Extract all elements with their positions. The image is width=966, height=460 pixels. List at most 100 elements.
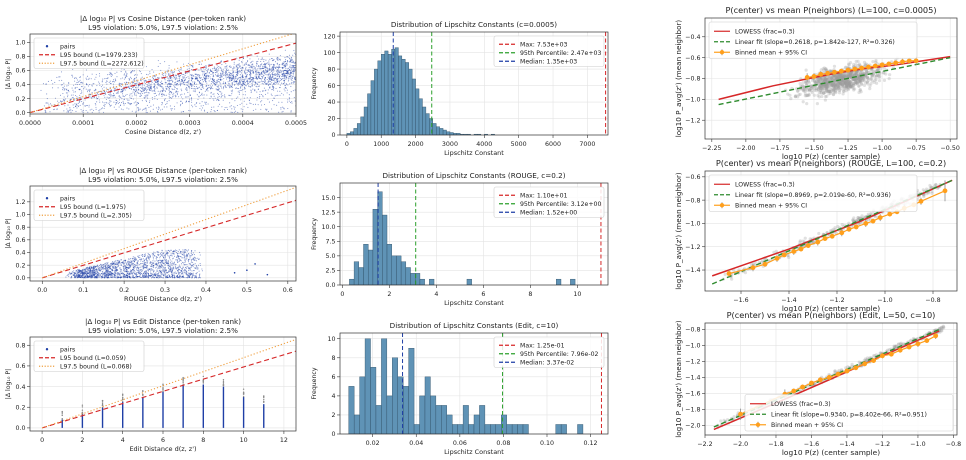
scatter-point (94, 274, 96, 276)
x-tick-label: 5000 (511, 141, 527, 148)
scatter-point (817, 95, 821, 99)
scatter-point (189, 269, 191, 271)
scatter-point (88, 77, 90, 79)
scatter-point (206, 94, 208, 96)
scatter-point (98, 91, 100, 93)
scatter-point (294, 81, 296, 83)
scatter-point (205, 66, 207, 68)
scatter-point (89, 109, 91, 111)
scatter-point (824, 67, 828, 71)
scatter-point (812, 79, 817, 83)
scatter-point (819, 68, 823, 72)
scatter-point (271, 76, 273, 78)
scatter-point (848, 79, 853, 84)
scatter-point (79, 79, 81, 81)
scatter-point (176, 102, 178, 104)
scatter-point (824, 78, 828, 82)
scatter-point (239, 82, 241, 84)
scatter-point (179, 84, 181, 86)
scatter-point (828, 87, 833, 91)
scatter-point (118, 101, 120, 104)
scatter-point (104, 265, 106, 267)
scatter-point (60, 100, 62, 102)
scatter-point (210, 87, 212, 89)
scatter-point (166, 76, 168, 78)
scatter-point (280, 70, 282, 72)
scatter-point (265, 66, 267, 69)
scatter-point (56, 109, 58, 111)
scatter-point (256, 55, 258, 57)
scatter-point (144, 96, 146, 98)
scatter-point (178, 77, 180, 80)
scatter-point (134, 92, 136, 94)
scatter-point (86, 84, 88, 86)
scatter-point (128, 77, 130, 80)
scatter-point (829, 77, 833, 81)
scatter-point (284, 90, 286, 92)
scatter-point (271, 78, 273, 80)
scatter-point (159, 254, 161, 256)
scatter-point (229, 65, 231, 67)
scatter-point (139, 71, 142, 73)
scatter-point (108, 93, 110, 96)
scatter-point (127, 261, 129, 263)
scatter-point (117, 102, 119, 105)
scatter-point (294, 52, 296, 54)
scatter-point (188, 80, 190, 82)
scatter-point (210, 92, 212, 94)
scatter-point (281, 64, 283, 66)
scatter-point (852, 83, 856, 87)
scatter-point (294, 65, 296, 67)
scatter-point (210, 96, 212, 98)
scatter-point (189, 258, 191, 260)
scatter-point (115, 274, 117, 276)
scatter-point (887, 77, 891, 81)
scatter-point (210, 111, 212, 113)
scatter-point (195, 73, 197, 75)
scatter-point (79, 104, 81, 106)
scatter-point (113, 88, 115, 90)
scatter-point (150, 272, 152, 274)
scatter-point (282, 63, 284, 65)
scatter-point (200, 82, 202, 84)
scatter-point (101, 107, 103, 109)
scatter-point (822, 84, 826, 88)
scatter-point (187, 91, 189, 93)
scatter-point (122, 273, 124, 275)
scatter-point (292, 60, 294, 62)
scatter-point (89, 88, 91, 91)
scatter-point (239, 78, 241, 80)
scatter-point (846, 79, 850, 84)
scatter-point (255, 68, 257, 70)
y-tick-label: 0.0 (15, 110, 25, 117)
scatter-point (223, 78, 225, 80)
scatter-point (118, 82, 120, 84)
scatter-point (244, 63, 246, 65)
scatter-point (294, 66, 296, 69)
histogram-bar (353, 128, 358, 135)
scatter-point (178, 70, 180, 72)
scatter-point (119, 85, 122, 87)
scatter-point (105, 98, 107, 101)
scatter-point (148, 84, 150, 86)
scatter-point (87, 266, 89, 268)
scatter-point (819, 76, 823, 80)
scatter-point (185, 100, 187, 103)
scatter-point (48, 104, 50, 106)
chart-title: Distribution of Lipschitz Constants (c=0… (391, 20, 557, 29)
scatter-point (142, 277, 144, 279)
scatter-point (243, 87, 246, 89)
scatter-point (865, 71, 869, 75)
scatter-point (162, 266, 164, 268)
scatter-point (132, 98, 134, 100)
scatter-point (92, 109, 95, 111)
scatter-point (207, 87, 209, 89)
scatter-point (847, 81, 852, 85)
binned-mean-point (825, 70, 830, 76)
scatter-point (94, 273, 96, 275)
histogram-bar (405, 62, 409, 135)
scatter-point (269, 58, 271, 60)
scatter-point (135, 76, 137, 79)
scatter-point (94, 103, 96, 105)
